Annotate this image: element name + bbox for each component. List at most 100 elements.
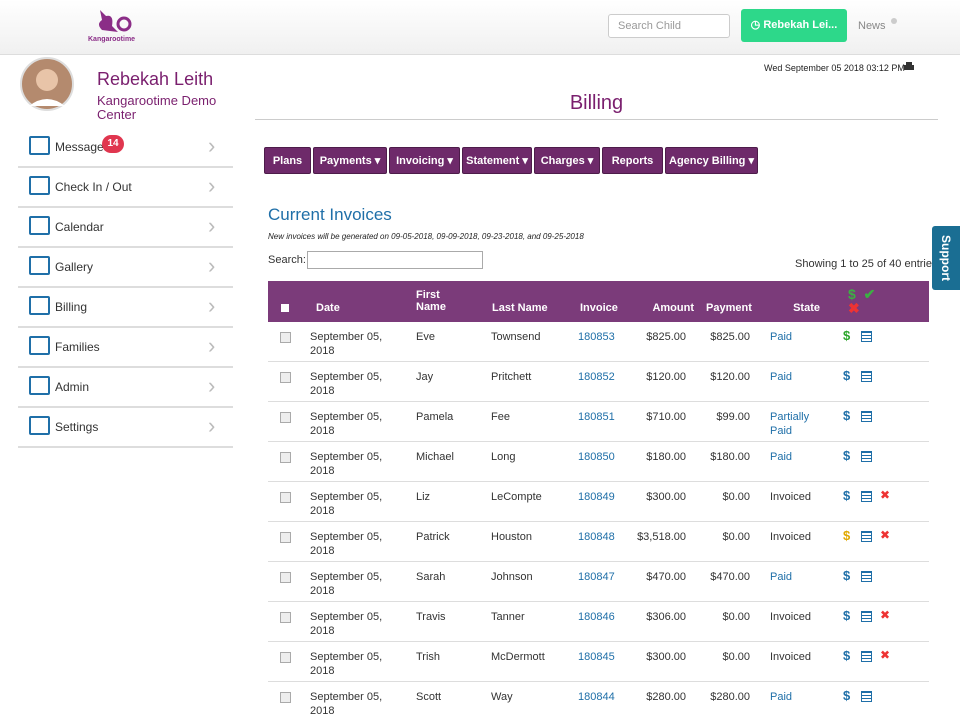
chevron: › [208,213,216,238]
sidebar-icon [29,376,50,395]
state[interactable]: Paid [770,331,793,343]
pay-icon[interactable]: $ [843,528,851,543]
logo-text: Kangarootime [88,36,136,43]
pay-icon[interactable]: $ [843,408,851,423]
cell: $470.00 [646,571,686,583]
sidebar-item[interactable]: Families › [18,327,233,368]
pay-icon[interactable]: $ [843,608,851,623]
cell: September 05, 2018 [310,611,383,637]
invoice-link[interactable]: 180850 [578,451,615,463]
pay-icon[interactable]: $ [843,688,851,703]
header-checkbox [281,304,289,312]
pay-icon[interactable]: $ [843,568,851,583]
invoice-link[interactable]: 180848 [578,531,615,543]
row-checkbox[interactable] [280,572,291,583]
state[interactable]: Paid [770,691,793,703]
sidebar-item[interactable]: Calendar › [18,207,233,248]
chevron: › [208,133,216,158]
row-checkbox[interactable] [280,612,291,623]
cell: September 05, 2018 [310,331,383,357]
row-checkbox[interactable] [280,412,291,423]
row-checkbox[interactable] [280,372,291,383]
sidebar-item[interactable]: Settings › [18,407,233,448]
invoice-link[interactable]: 180853 [578,331,615,343]
row-checkbox[interactable] [280,692,291,703]
cell: $120.00 [646,371,686,383]
sidebar-item[interactable]: Gallery › [18,247,233,288]
state: Invoiced [770,611,811,623]
row-checkbox[interactable] [280,332,291,343]
tab-button[interactable]: Charges ▾ [534,147,600,174]
sidebar-item[interactable]: Check In / Out › [18,167,233,208]
cell: $0.00 [722,491,750,503]
top-bar: Kangarootime Search Child ◷ Rebekah Lei.… [0,0,960,55]
row-checkbox[interactable] [280,652,291,663]
invoice-link[interactable]: 180852 [578,371,615,383]
print-icon[interactable] [904,62,914,72]
cell: Travis [416,611,446,623]
sidebar-item[interactable]: Admin › [18,367,233,408]
view-icon[interactable] [861,411,872,422]
column-header[interactable]: First Name [416,289,446,313]
invoice-link[interactable]: 180844 [578,691,615,703]
cancel-icon[interactable]: ✖ [880,488,891,502]
search-input[interactable] [307,251,483,269]
cell: Tanner [491,611,525,623]
column-header[interactable]: Invoice [580,302,618,314]
tab-button[interactable]: Invoicing ▾ [389,147,460,174]
invoice-link[interactable]: 180849 [578,491,615,503]
pay-icon[interactable]: $ [843,488,851,503]
cancel-icon[interactable]: ✖ [880,648,891,662]
sidebar-label: Settings [55,420,99,434]
row-checkbox[interactable] [280,492,291,503]
user-button[interactable]: ◷ Rebekah Lei... [741,9,847,42]
view-icon[interactable] [861,451,872,462]
state[interactable]: Partially Paid [770,411,810,437]
cancel-icon[interactable]: ✖ [880,608,891,622]
support-tab[interactable]: Support [932,226,960,290]
cancel-icon[interactable]: ✖ [880,528,891,542]
cell: Liz [416,491,431,503]
view-icon[interactable] [861,491,872,502]
view-icon[interactable] [861,651,872,662]
pay-icon[interactable]: $ [843,448,851,463]
column-header[interactable]: Payment [706,302,752,314]
tab-label: Statement [466,155,520,167]
tab-button[interactable]: Statement ▾ [462,147,532,174]
sidebar-label: Gallery [55,260,94,274]
invoice-link[interactable]: 180851 [578,411,615,423]
search-child[interactable]: Search Child [608,14,730,38]
view-icon[interactable] [861,571,872,582]
view-icon[interactable] [861,331,872,342]
cell: September 05, 2018 [310,371,383,397]
column-header[interactable]: State [793,302,820,314]
state[interactable]: Paid [770,371,793,383]
invoice-link[interactable]: 180845 [578,651,615,663]
table-row [268,442,929,482]
row-checkbox[interactable] [280,532,291,543]
invoice-link[interactable]: 180847 [578,571,615,583]
pay-icon[interactable]: $ [843,328,851,343]
view-icon[interactable] [861,371,872,382]
tab-button[interactable]: Plans [264,147,311,174]
invoice-link[interactable]: 180846 [578,611,615,623]
state[interactable]: Paid [770,451,793,463]
view-icon[interactable] [861,611,872,622]
state[interactable]: Paid [770,571,793,583]
column-header[interactable]: Last Name [492,302,548,314]
tab-button[interactable]: Agency Billing ▾ [665,147,758,174]
view-icon[interactable] [861,691,872,702]
tab-button[interactable]: Reports [602,147,663,174]
view-icon[interactable] [861,531,872,542]
column-header[interactable]: Date [316,302,340,314]
cell: Trish [416,651,441,663]
pay-icon[interactable]: $ [843,648,851,663]
sidebar-item[interactable]: Billing › [18,287,233,328]
cell: September 05, 2018 [310,691,383,717]
sidebar-item[interactable]: Messages › 14 [18,127,233,168]
pay-icon[interactable]: $ [843,368,851,383]
tab-button[interactable]: Payments ▾ [313,147,387,174]
column-header[interactable]: Amount [652,302,694,314]
news-link[interactable]: News [858,20,886,32]
row-checkbox[interactable] [280,452,291,463]
